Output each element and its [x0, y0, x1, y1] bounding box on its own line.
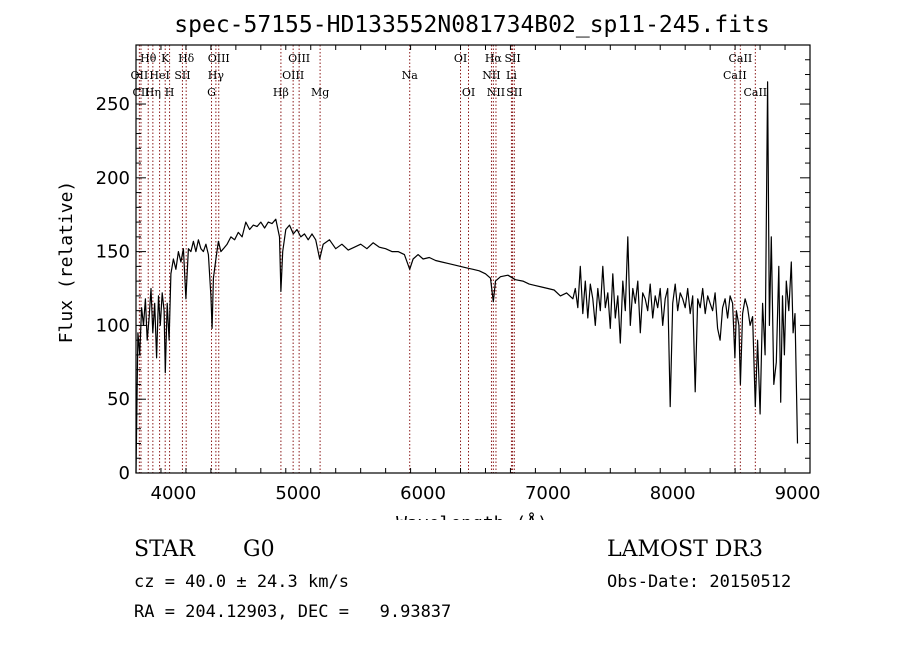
spectral-line-label: H: [165, 86, 175, 99]
y-tick-label: 50: [107, 389, 130, 410]
y-tick-label: 0: [119, 463, 130, 484]
y-tick-label: 100: [96, 315, 130, 336]
spectral-line-label: Hγ: [208, 69, 225, 82]
x-axis-label: Wavelength (Å): [396, 512, 548, 520]
spectral-line-label: Na: [402, 69, 419, 82]
spectral-line-label: Mg: [311, 86, 329, 99]
spectral-line-label: Hθ: [140, 52, 157, 65]
x-tick-label: 7000: [525, 483, 571, 504]
chart-title: spec-57155-HD133552N081734B02_sp11-245.f…: [174, 12, 769, 38]
spectral-line-label: OIII: [288, 52, 310, 65]
spectral-line-markers: [138, 45, 756, 473]
spectral-line-label: OIII: [208, 52, 230, 65]
y-axis: 0 50 100 150 200 250: [96, 44, 810, 484]
observation-date: Obs-Date: 20150512: [607, 572, 792, 592]
spectral-line-label: CaII: [729, 52, 753, 65]
spectral-line-label: SII: [174, 69, 190, 82]
spectral-line-label: CaII: [723, 69, 747, 82]
x-tick-label: 6000: [400, 483, 446, 504]
x-tick-label: 4000: [151, 483, 197, 504]
spectrum-line: [135, 81, 799, 474]
survey-name: LAMOST DR3: [607, 537, 763, 562]
x-axis: 4000 5000 6000 7000 8000 9000: [135, 45, 821, 504]
x-tick-label: 9000: [775, 483, 821, 504]
spectral-line-label: G: [207, 86, 216, 99]
spectral-line-label: OI: [454, 52, 467, 65]
coordinates-readout: RA = 204.12903, DEC = 9.93837: [134, 602, 452, 622]
y-tick-label: 200: [96, 168, 130, 189]
spectral-line-label: Hβ: [273, 86, 289, 99]
x-tick-label: 5000: [275, 483, 321, 504]
spectral-line-label: OII: [131, 69, 149, 82]
spectral-subclass: G0: [243, 537, 275, 562]
redshift-readout: cz = 40.0 ± 24.3 km/s: [134, 572, 349, 592]
y-tick-label: 250: [96, 94, 130, 115]
spectrum-chart: spec-57155-HD133552N081734B02_sp11-245.f…: [56, 12, 821, 534]
spectral-line-label: K: [161, 52, 170, 65]
spectral-line-label: Li: [506, 69, 517, 82]
object-class: STAR: [134, 537, 195, 562]
plot-frame: [135, 44, 811, 474]
spectral-line-label: HeI: [149, 69, 169, 82]
spectral-line-label: OIII: [282, 69, 304, 82]
x-tick-label: 8000: [650, 483, 696, 504]
spectral-line-label: NII: [487, 86, 505, 99]
spectral-line-label: OI: [462, 86, 475, 99]
spectral-line-label: CaII: [743, 86, 767, 99]
spectral-line-label: Hη: [145, 86, 161, 99]
spectral-line-label: Hδ: [178, 52, 195, 65]
spectral-line-label: SII: [504, 52, 520, 65]
y-axis-label: Flux (relative): [56, 181, 77, 344]
y-tick-label: 150: [96, 242, 130, 263]
spectral-line-label: SII: [506, 86, 522, 99]
spectral-line-label: Hα: [485, 52, 503, 65]
spectral-line-label: NII: [482, 69, 500, 82]
